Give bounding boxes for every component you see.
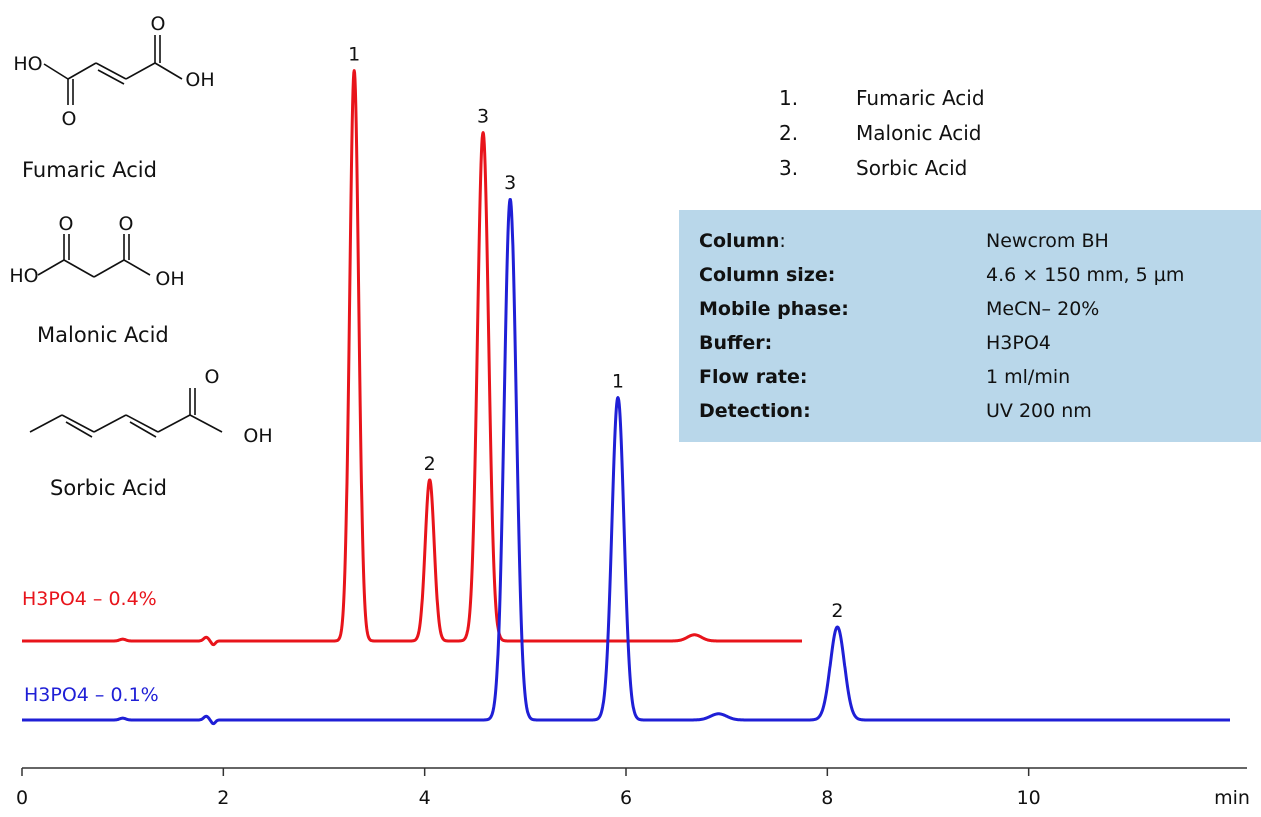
chromatogram-traces [20,69,1232,726]
x-axis: 0 2 4 6 8 10 min [16,767,1250,809]
legend-name: Fumaric Acid [856,86,985,110]
x-tick-label: 4 [419,787,431,809]
condition-key: Buffer: [699,332,773,354]
conditions-box: Column: Newcrom BH Column size: 4.6 × 15… [679,210,1261,442]
svg-text:O: O [59,213,74,235]
condition-key: Column: [699,230,786,252]
condition-key: Flow rate: [699,366,808,388]
legend-number: 3. [779,156,799,180]
legend-name: Malonic Acid [856,121,982,145]
peak-label: 2 [424,453,436,475]
peak-legend: 1. Fumaric Acid 2. Malonic Acid 3. Sorbi… [779,86,1199,186]
trace-label-04: H3PO4 – 0.4% [22,588,157,610]
trace-label-01: H3PO4 – 0.1% [24,684,159,706]
svg-text:OH: OH [243,425,272,447]
svg-text:HO: HO [9,265,38,287]
condition-row-column: Column: Newcrom BH [699,230,1259,264]
condition-row-column-size: Column size: 4.6 × 150 mm, 5 µm [699,264,1259,298]
condition-key: Mobile phase: [699,298,849,320]
x-tick-label: 2 [217,787,229,809]
condition-key: Column size: [699,264,836,286]
x-tick-label: 6 [620,787,632,809]
peak-label: 1 [612,371,624,393]
condition-row-detection: Detection: UV 200 nm [699,400,1259,434]
svg-text:OH: OH [185,69,214,91]
legend-name: Sorbic Acid [856,156,968,180]
condition-row-buffer: Buffer: H3PO4 [699,332,1259,366]
condition-row-mobile-phase: Mobile phase: MeCN– 20% [699,298,1259,332]
compound-name-fumaric: Fumaric Acid [22,158,157,182]
peak-label: 1 [348,44,360,66]
chemical-structures: HO O O OH HO O O OH O OH [9,13,272,447]
x-tick-label: 0 [16,787,28,809]
compound-name-malonic: Malonic Acid [37,323,169,347]
svg-text:O: O [205,366,220,388]
legend-item: 2. Malonic Acid [779,121,1199,153]
compound-name-sorbic: Sorbic Acid [50,476,167,500]
series-line-h3po4-0-1 [20,198,1232,726]
condition-value: H3PO4 [986,332,1051,354]
svg-text:O: O [119,213,134,235]
condition-value: 4.6 × 150 mm, 5 µm [986,264,1185,286]
series-line-h3po4-0-4 [20,69,804,647]
legend-item: 3. Sorbic Acid [779,156,1199,188]
condition-value: MeCN– 20% [986,298,1100,320]
x-tick-label: 8 [821,787,833,809]
condition-value: Newcrom BH [986,230,1109,252]
svg-text:HO: HO [13,53,42,75]
condition-value: UV 200 nm [986,400,1092,422]
legend-number: 1. [779,86,799,110]
x-tick-label: 10 [1017,787,1041,809]
svg-text:O: O [62,108,77,130]
condition-key: Detection: [699,400,811,422]
condition-value: 1 ml/min [986,366,1071,388]
svg-text:OH: OH [155,268,184,290]
legend-number: 2. [779,121,799,145]
peak-labels: 1 2 3 3 1 2 [348,44,843,622]
legend-item: 1. Fumaric Acid [779,86,1199,118]
condition-row-flow-rate: Flow rate: 1 ml/min [699,366,1259,400]
svg-text:O: O [151,13,166,35]
x-axis-label: min [1214,787,1250,809]
peak-label: 3 [477,106,489,128]
peak-label: 3 [504,172,516,194]
peak-label: 2 [831,600,843,622]
